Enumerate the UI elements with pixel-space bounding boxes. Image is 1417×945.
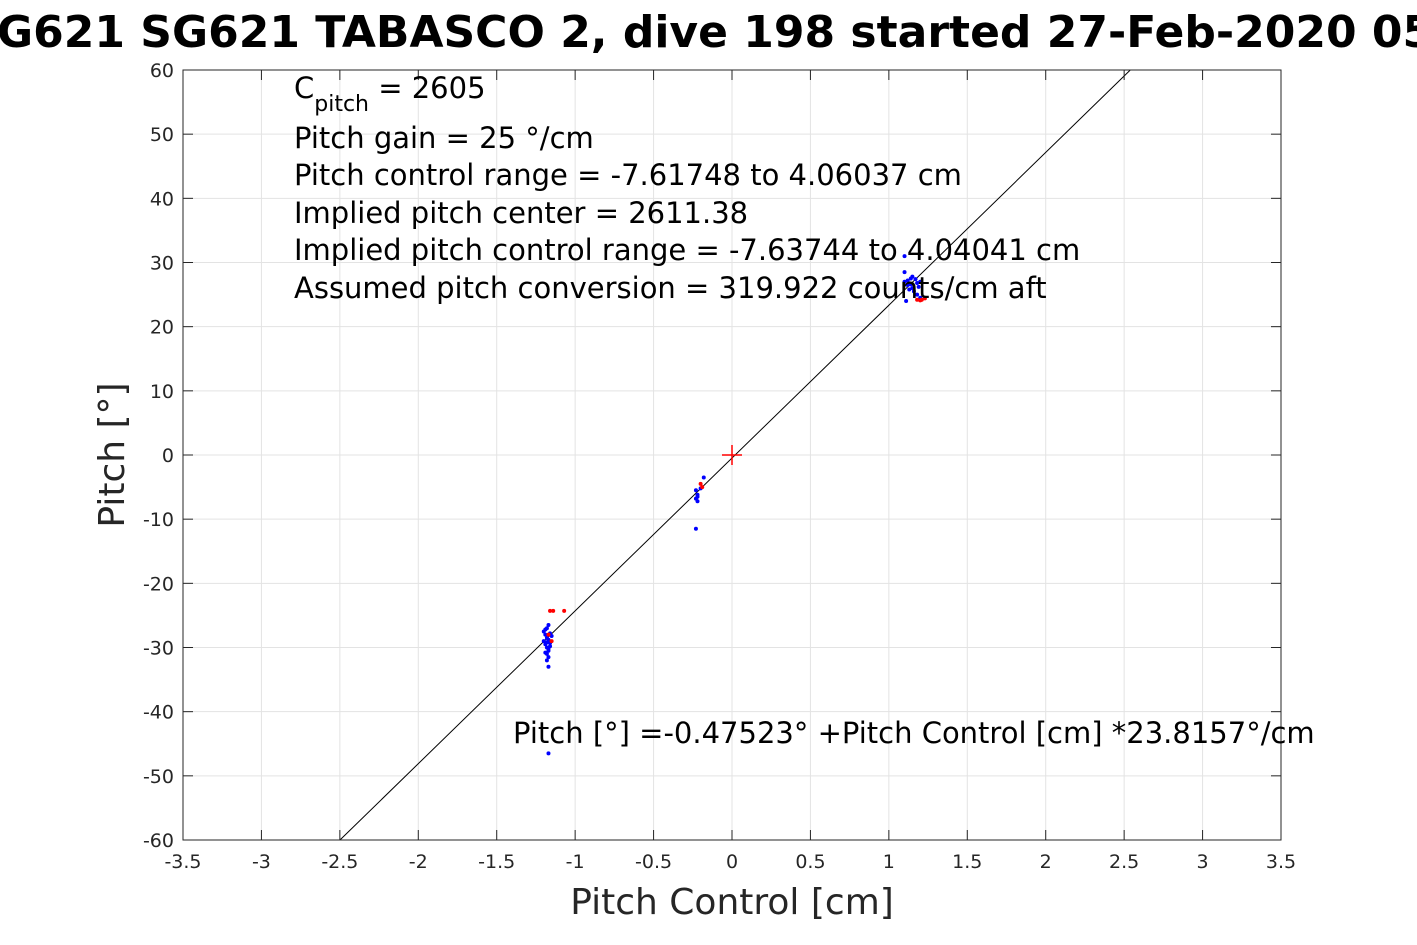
data-point [543, 632, 548, 637]
y-tick-label: -30 [143, 638, 174, 660]
data-point [562, 608, 567, 613]
assumed-conversion-annotation: Assumed pitch conversion = 319.922 count… [294, 271, 1047, 305]
data-point [541, 639, 546, 644]
implied-center-annotation: Implied pitch center = 2611.38 [294, 196, 748, 230]
data-point [902, 254, 907, 259]
data-point [918, 279, 923, 284]
y-tick-label: 40 [150, 188, 174, 210]
data-point [902, 279, 907, 284]
fit-equation-annotation: Pitch [°] =-0.47523° +Pitch Control [cm]… [513, 716, 1315, 750]
data-point [695, 499, 700, 504]
x-tick-label: -2 [409, 851, 428, 873]
data-point [915, 281, 920, 286]
data-point [546, 751, 551, 756]
control-range-annotation: Pitch control range = -7.61748 to 4.0603… [294, 158, 962, 192]
data-point [693, 526, 698, 531]
data-point [548, 608, 553, 613]
y-tick-label: 20 [150, 317, 174, 339]
y-tick-label: 10 [150, 381, 174, 403]
x-tick-label: -1.5 [478, 851, 515, 873]
data-point [543, 650, 548, 655]
data-point [916, 284, 921, 289]
x-tick-label: 0.5 [795, 851, 825, 873]
c-pitch-subscript: pitch [314, 92, 369, 117]
x-axis-label: Pitch Control [cm] [570, 882, 894, 923]
y-tick-label: 0 [162, 445, 174, 467]
y-tick-label: 60 [150, 60, 174, 82]
ticks: -3.5 -3 -2.5 -2 -1.5 -1 -0.5 0 0.5 1 1.5 2 2.5 3 3.5 -6… [143, 60, 1296, 873]
data-point [922, 296, 927, 301]
x-tick-label: -3 [252, 851, 271, 873]
data-point [546, 646, 551, 651]
data-point [905, 278, 910, 283]
data-point [695, 494, 700, 499]
data-point [544, 626, 549, 631]
data-point [546, 632, 551, 637]
data-point [546, 623, 551, 628]
x-tick-label: 1 [883, 851, 895, 873]
data-point [698, 481, 703, 486]
data-point [904, 299, 909, 303]
data-point [905, 282, 910, 287]
data-point [693, 488, 698, 493]
data-points [541, 254, 927, 756]
implied-range-annotation: Implied pitch control range = -7.63744 t… [294, 233, 1080, 267]
data-point [701, 475, 706, 480]
data-point [546, 664, 551, 669]
data-point [918, 298, 923, 303]
x-tick-label: 0 [726, 851, 738, 873]
data-point [913, 277, 918, 282]
data-point [546, 655, 551, 660]
y-tick-label: -10 [143, 509, 174, 531]
y-tick-label: -40 [143, 702, 174, 724]
y-tick-label: -50 [143, 766, 174, 788]
pitch-gain-annotation: Pitch gain = 25 °/cm [294, 121, 594, 155]
data-point [910, 286, 915, 291]
center-marker-layer [722, 445, 742, 465]
y-tick-label: -20 [143, 573, 174, 595]
y-axis-label: Pitch [°] [92, 382, 133, 527]
y-tick-label: 30 [150, 253, 174, 275]
data-point [544, 640, 549, 645]
x-tick-label: 3.5 [1266, 851, 1296, 873]
data-point [544, 658, 549, 663]
c-pitch-value: = 2605 [369, 71, 486, 105]
data-point [549, 639, 554, 644]
c-pitch-annotation: Cpitch = 2605 [294, 71, 486, 117]
x-tick-label: -3.5 [164, 851, 201, 873]
x-tick-label: 3 [1197, 851, 1209, 873]
x-tick-label: -0.5 [635, 851, 672, 873]
data-point [911, 289, 916, 294]
y-tick-label: -60 [143, 830, 174, 852]
data-point [907, 287, 912, 292]
data-point [551, 608, 556, 613]
data-point [915, 292, 920, 297]
data-point [902, 270, 907, 275]
data-point [910, 274, 915, 279]
data-point [700, 485, 705, 490]
data-point [915, 297, 920, 302]
x-tick-label: 1.5 [952, 851, 982, 873]
x-tick-label: 2 [1040, 851, 1052, 873]
chart-title: SG621 SG621 TABASCO 2, dive 198 started … [0, 7, 1417, 58]
x-tick-label: 2.5 [1109, 851, 1139, 873]
data-point [908, 282, 913, 287]
x-tick-label: -1 [566, 851, 585, 873]
y-tick-label: 50 [150, 124, 174, 146]
x-tick-label: -2.5 [321, 851, 358, 873]
c-pitch-symbol: C [294, 71, 314, 105]
data-point [549, 633, 554, 638]
